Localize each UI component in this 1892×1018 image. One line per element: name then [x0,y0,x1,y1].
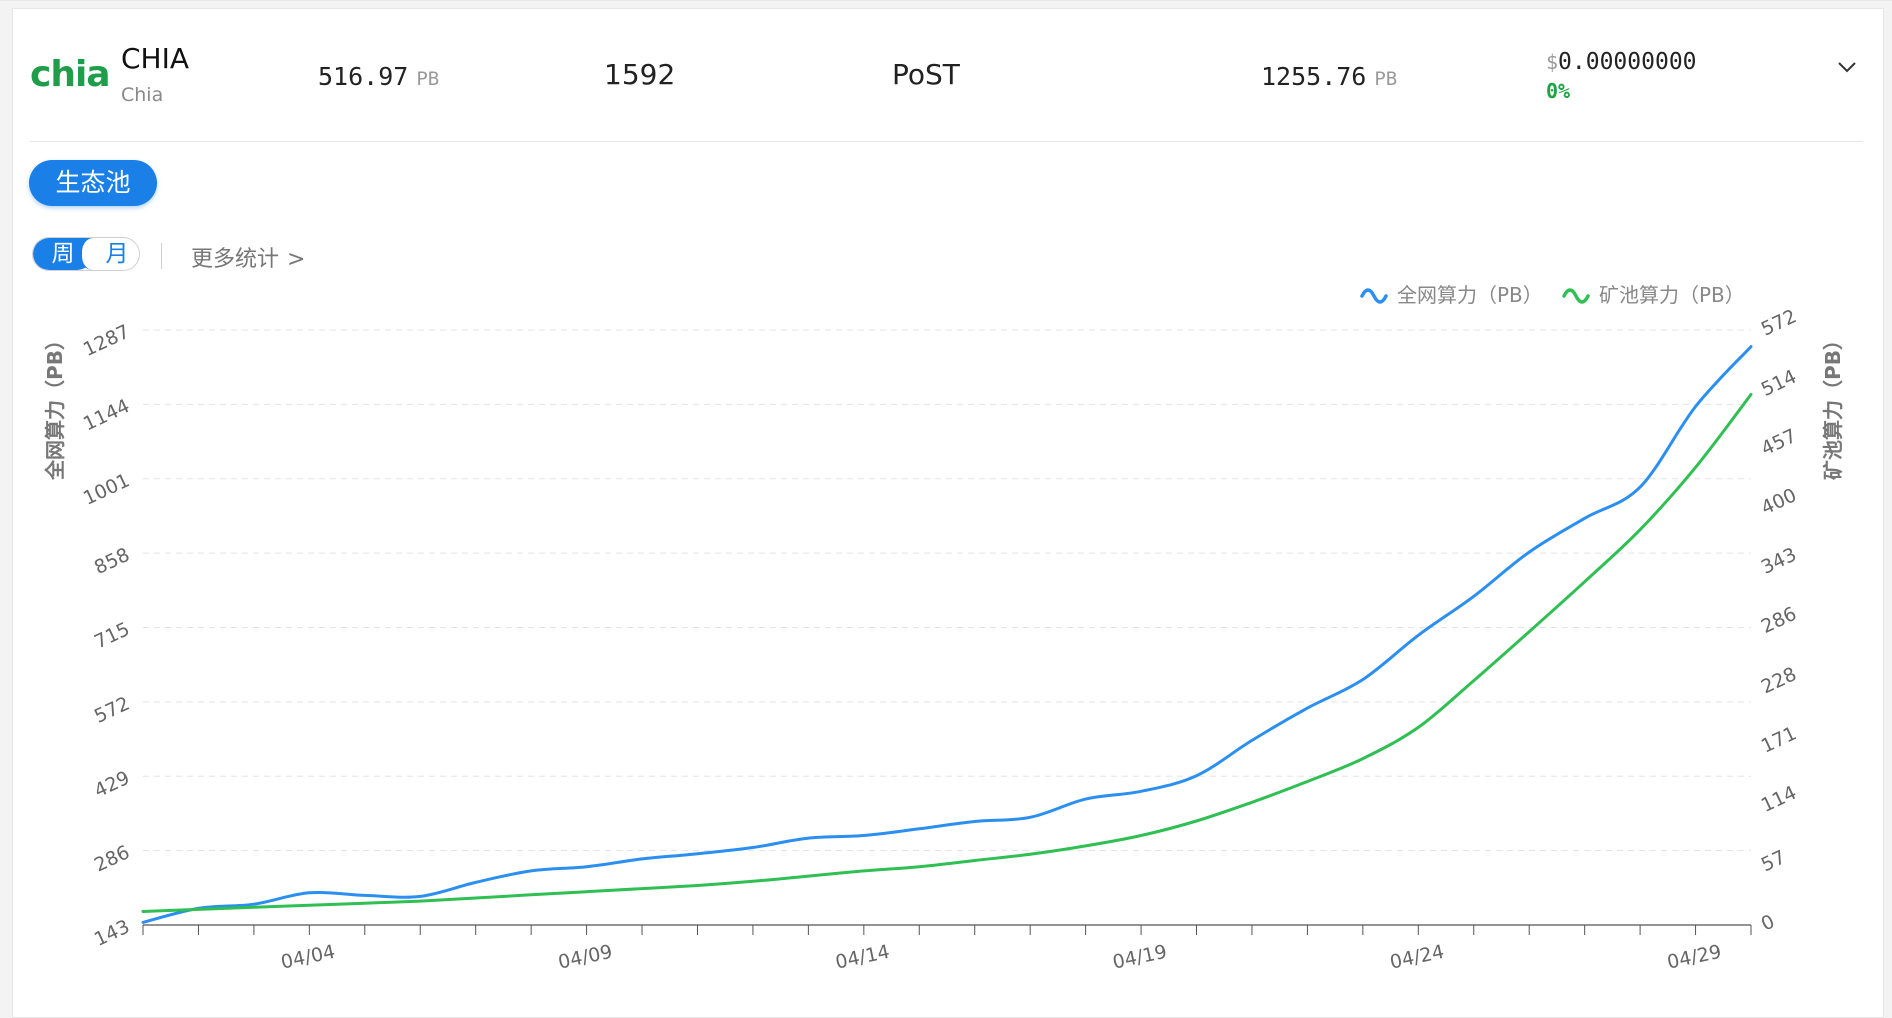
pool-power-stat: 516.97 PB [318,62,439,91]
x-tick-label: 04/14 [834,941,892,974]
legend-pool-label: 矿池算力（PB） [1599,283,1745,307]
block-height: 1592 [604,58,676,91]
header-divider [30,141,1862,142]
y-left-tick-label: 143 [91,916,133,951]
y-right-tick-label: 171 [1758,722,1800,757]
more-stats-link[interactable]: 更多统计 > [191,241,305,273]
y-left-tick-label: 286 [91,841,133,876]
y-left-tick-label: 1001 [80,469,133,509]
wave-icon [1562,288,1590,304]
y-right-tick-label: 0 [1758,910,1778,935]
price-change: 0% [1546,79,1571,103]
x-tick-label: 04/09 [556,941,614,974]
chevron-right-icon: > [287,247,306,272]
pool-tab-button[interactable]: 生态池 [29,160,157,206]
price-currency: $ [1546,50,1559,74]
period-toggle: 周 月 [32,237,140,271]
series-layer [141,345,1753,924]
x-tick-label: 04/24 [1388,941,1446,974]
price-value: 0.00000000 [1558,49,1697,75]
y-right-tick-label: 57 [1758,846,1789,876]
y-right-tick-label: 514 [1758,366,1800,401]
more-stats-label: 更多统计 [191,247,280,272]
y-left-tick-label: 1287 [80,321,133,361]
grid-layer [143,329,1751,852]
network-power-line [141,345,1753,924]
y-right-tick-label: 286 [1758,603,1800,638]
chia-logo: chia [30,54,111,95]
y-right-tick-label: 457 [1758,425,1800,460]
chevron-down-icon[interactable] [1836,56,1858,78]
x-tick-label: 04/04 [279,941,337,974]
pool-power-unit: PB [416,68,440,90]
legend-network-label: 全网算力（PB） [1397,283,1543,307]
coin-symbol: CHIA [121,42,190,75]
pool-power-line [141,393,1753,913]
wave-icon [1360,288,1388,304]
x-tick-label: 04/19 [1111,941,1169,974]
y-right-axis-title: 矿池算力（PB） [1821,330,1845,480]
y-left-tick-label: 1144 [80,395,133,435]
price: $0.00000000 [1546,49,1697,75]
pool-power-value: 516.97 [318,62,409,91]
coin-name: Chia [121,84,164,106]
network-power-unit: PB [1374,68,1398,90]
chart-card [12,8,1884,1018]
network-power-value: 1255.76 [1261,62,1367,91]
y-right-tick-label: 572 [1758,305,1800,340]
y-left-tick-label: 572 [91,692,133,727]
y-right-tick-label: 400 [1758,484,1800,519]
network-power-stat: 1255.76 PB [1261,62,1397,91]
tab-week[interactable]: 周 [33,238,107,270]
legend-layer: 全网算力（PB） 矿池算力（PB） [1360,283,1745,307]
y-left-axis-title: 全网算力（PB） [43,330,67,481]
x-tick-label: 04/29 [1665,941,1723,974]
y-right-tick-label: 343 [1758,543,1800,578]
y-right-tick-label: 228 [1758,663,1800,698]
y-right-tick-label: 114 [1758,782,1800,817]
y-left-tick-label: 858 [91,544,133,579]
y-left-tick-label: 715 [91,618,133,653]
consensus-type: PoST [892,58,960,91]
axis-layer: 143 286 429 572 715 858 1001 1144 1287 0 57 114 171 2… [43,305,1845,973]
y-left-tick-label: 429 [91,767,133,802]
toggle-separator [161,243,162,269]
tab-month[interactable]: 月 [105,241,129,267]
